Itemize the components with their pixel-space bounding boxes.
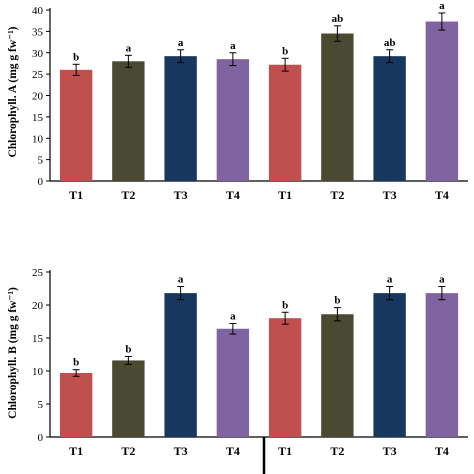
chlorophyll-b-category-label-8: T4: [435, 444, 449, 458]
chlorophyll-a-y-tick-label: 10: [32, 133, 44, 145]
chlorophyll-a-significance-label-4: a: [230, 40, 236, 52]
chlorophyll-b-y-tick-label: 5: [38, 399, 44, 411]
chlorophyll-a-category-label-3: T3: [174, 188, 188, 202]
chlorophyll-a-y-axis-label: Chlorophyll. A (mg g fw⁻¹): [7, 26, 19, 157]
chlorophyll-a-bar-1: [59, 69, 93, 181]
chlorophyll-a-category-label-5: T1: [278, 188, 292, 202]
chlorophyll-b-bar-8: [425, 293, 459, 437]
chlorophyll-b-significance-label-5: b: [282, 299, 288, 311]
chlorophyll-a-significance-label-3: a: [178, 37, 184, 49]
chlorophyll-a-category-label-8: T4: [435, 188, 449, 202]
chlorophyll-a-y-tick-label: 35: [32, 26, 44, 38]
chlorophyll-a-bar-6: [321, 33, 354, 182]
chlorophyll-b-significance-label-6: b: [334, 295, 340, 307]
chlorophyll-b-category-label-6: T2: [330, 444, 344, 458]
chlorophyll-a-bar-4: [216, 59, 250, 181]
chlorophyll-a-y-tick-label: 15: [32, 112, 44, 124]
chlorophyll-b-category-label-3: T3: [174, 444, 188, 458]
chlorophyll-a-bar-5: [268, 64, 302, 181]
chlorophyll-b-chart: Chlorophyll. B (mg g fw⁻¹) 0 5 10 15 20 25 b T1…: [7, 267, 468, 458]
chlorophyll-a-significance-label-2: a: [126, 42, 132, 54]
chlorophyll-b-category-label-5: T1: [278, 444, 292, 458]
chlorophyll-a-category-label-6: T2: [330, 188, 344, 202]
chlorophyll-a-y-tick-label: 40: [32, 5, 44, 17]
chlorophyll-b-significance-label-2: b: [125, 343, 131, 355]
chlorophyll-b-significance-label-7: a: [387, 274, 393, 286]
chlorophyll-a-chart: Chlorophyll. A (mg g fw⁻¹) 0 5 10 15 20 25 30 3…: [7, 0, 468, 202]
chlorophyll-b-category-label-4: T4: [226, 444, 240, 458]
chlorophyll-a-bar-2: [112, 61, 145, 181]
chlorophyll-b-y-tick-label: 15: [32, 333, 44, 345]
chlorophyll-b-significance-label-4: a: [230, 310, 236, 322]
chlorophyll-a-bar-8: [425, 21, 459, 182]
chlorophyll-b-y-tick-label: 10: [32, 366, 44, 378]
chlorophyll-b-category-label-7: T3: [383, 444, 397, 458]
chlorophyll-b-y-axis-label: Chlorophyll. B (mg g fw⁻¹): [7, 287, 19, 419]
chlorophyll-b-significance-label-3: a: [178, 274, 184, 286]
chlorophyll-a-significance-label-6: ab: [332, 13, 344, 25]
chlorophyll-b-bar-7: [373, 293, 406, 437]
chlorophyll-b-significance-label-1: b: [73, 357, 79, 369]
chlorophyll-a-y-tick-label: 5: [38, 155, 44, 167]
chlorophyll-a-category-label-7: T3: [383, 188, 397, 202]
chlorophyll-b-significance-label-8: a: [439, 274, 445, 286]
chlorophyll-a-category-label-2: T2: [121, 188, 135, 202]
chlorophyll-a-category-label-1: T1: [69, 188, 83, 202]
chlorophyll-b-category-label-1: T1: [69, 444, 83, 458]
chlorophyll-b-y-tick-label: 20: [32, 300, 44, 312]
chlorophyll-b-category-label-2: T2: [121, 444, 135, 458]
chlorophyll-b-bar-1: [59, 372, 93, 437]
chlorophyll-a-y-tick-label: 30: [32, 48, 44, 60]
chlorophyll-a-significance-label-7: ab: [384, 37, 396, 49]
chlorophyll-a-y-tick-label: 20: [32, 91, 44, 103]
chlorophyll-b-y-tick-label: 25: [32, 267, 44, 279]
chlorophyll-b-bar-6: [321, 314, 354, 437]
chlorophyll-a-significance-label-5: b: [282, 45, 288, 57]
chlorophyll-a-category-label-4: T4: [226, 188, 240, 202]
chlorophyll-a-bar-3: [164, 56, 197, 181]
chlorophyll-a-significance-label-8: a: [439, 0, 445, 12]
chlorophyll-b-y-tick-label: 0: [38, 432, 44, 444]
chlorophyll-a-y-tick-label: 0: [38, 176, 44, 188]
chlorophyll-b-bar-4: [216, 328, 250, 437]
chlorophyll-a-y-tick-label: 25: [32, 69, 44, 81]
chlorophyll-b-bar-5: [268, 318, 302, 437]
chlorophyll-a-significance-label-1: b: [73, 51, 79, 63]
chlorophyll-a-bar-7: [373, 56, 406, 181]
chlorophyll-b-bar-2: [112, 360, 145, 437]
chlorophyll-b-bar-3: [164, 293, 197, 437]
